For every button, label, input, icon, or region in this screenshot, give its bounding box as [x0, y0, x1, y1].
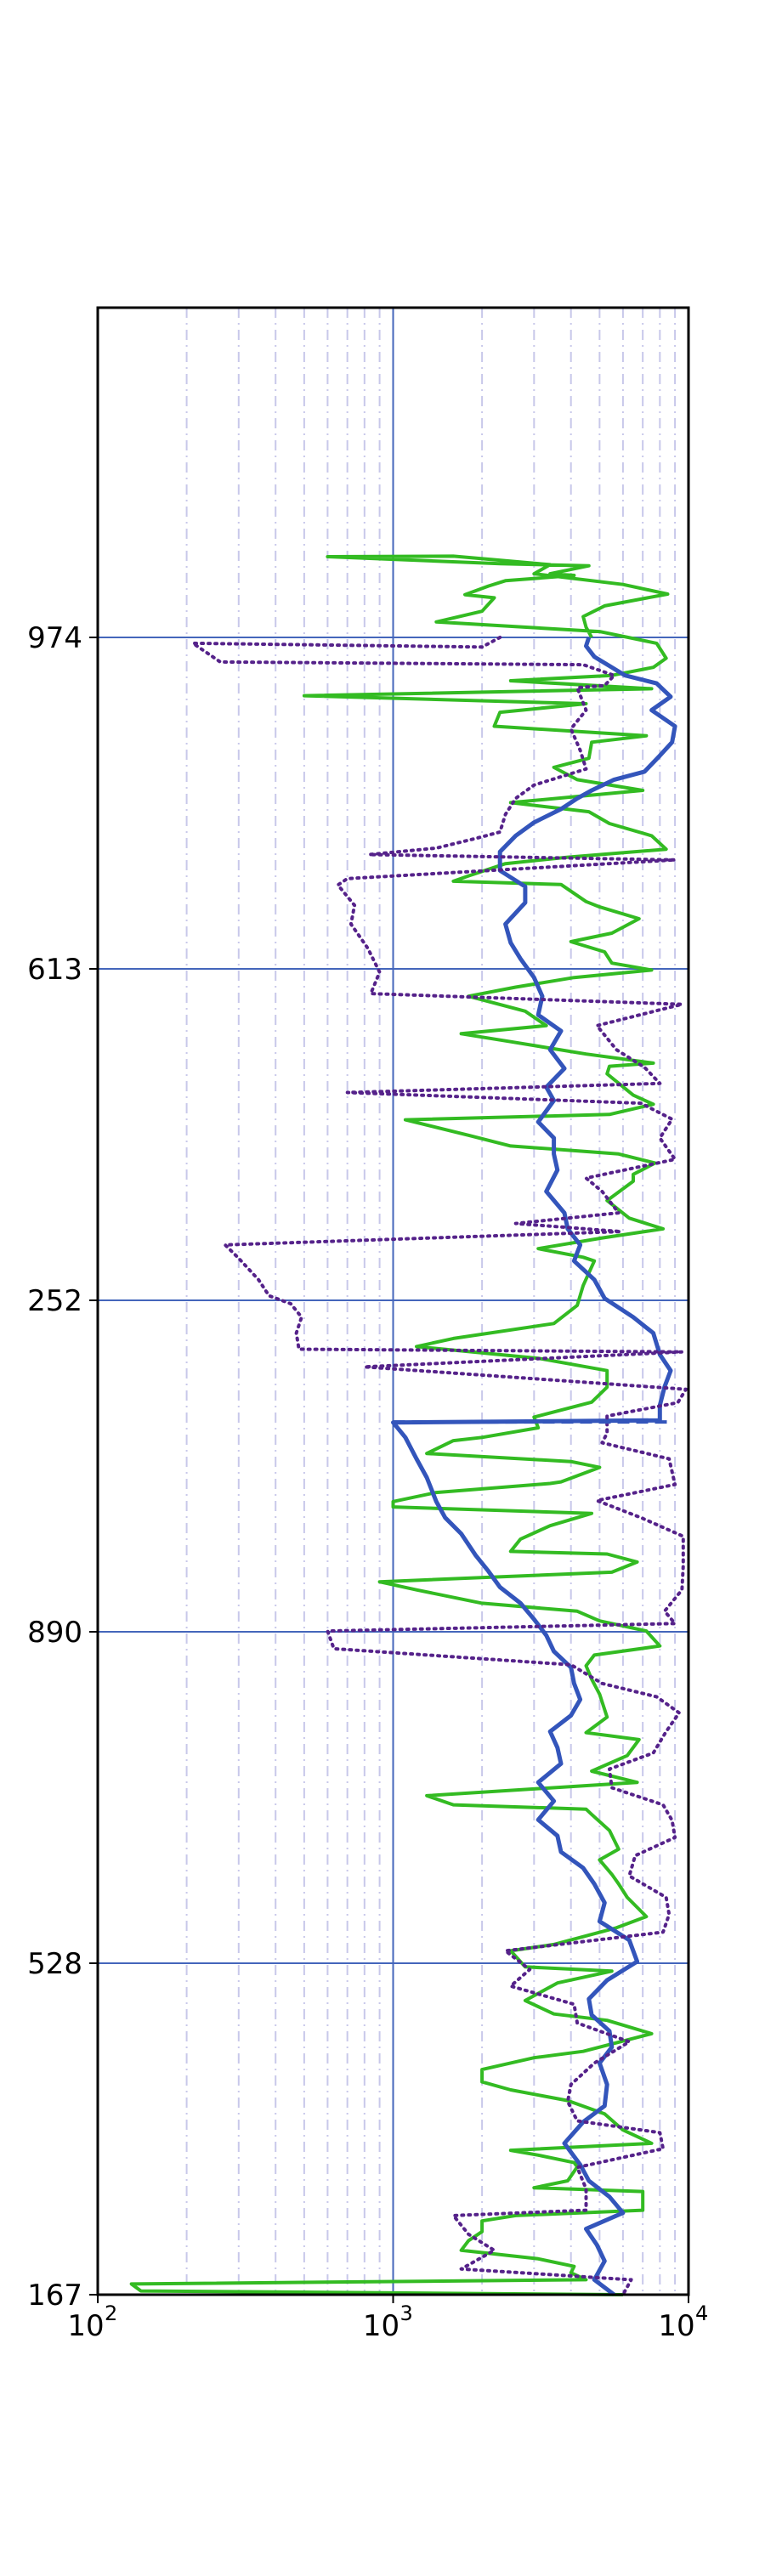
y-tick-label: 890	[27, 1616, 82, 1650]
y-tick-label: 974	[27, 621, 82, 655]
y-tick-label: 167	[27, 2279, 82, 2313]
y-axis: 974 613 252 890 528 167	[27, 621, 98, 2313]
y-tick-label: 613	[27, 953, 82, 987]
y-tick-label: 252	[27, 1284, 82, 1318]
x-axis: 10 2 10 3 10 4	[67, 2295, 708, 2343]
x-tick-label: 10	[67, 2309, 104, 2343]
x-tick-exponent: 3	[400, 2301, 413, 2325]
y-tick-label: 528	[27, 1947, 82, 1981]
x-tick-exponent: 4	[695, 2301, 708, 2325]
x-tick-exponent: 2	[105, 2301, 117, 2325]
plot-series	[129, 554, 688, 2296]
x-tick-label: 10	[658, 2309, 694, 2343]
x-tick-label: 10	[363, 2309, 400, 2343]
series-line-green-solid	[129, 554, 670, 2296]
series-line-purple-dotted	[191, 636, 688, 2296]
major-grid	[98, 308, 688, 2295]
